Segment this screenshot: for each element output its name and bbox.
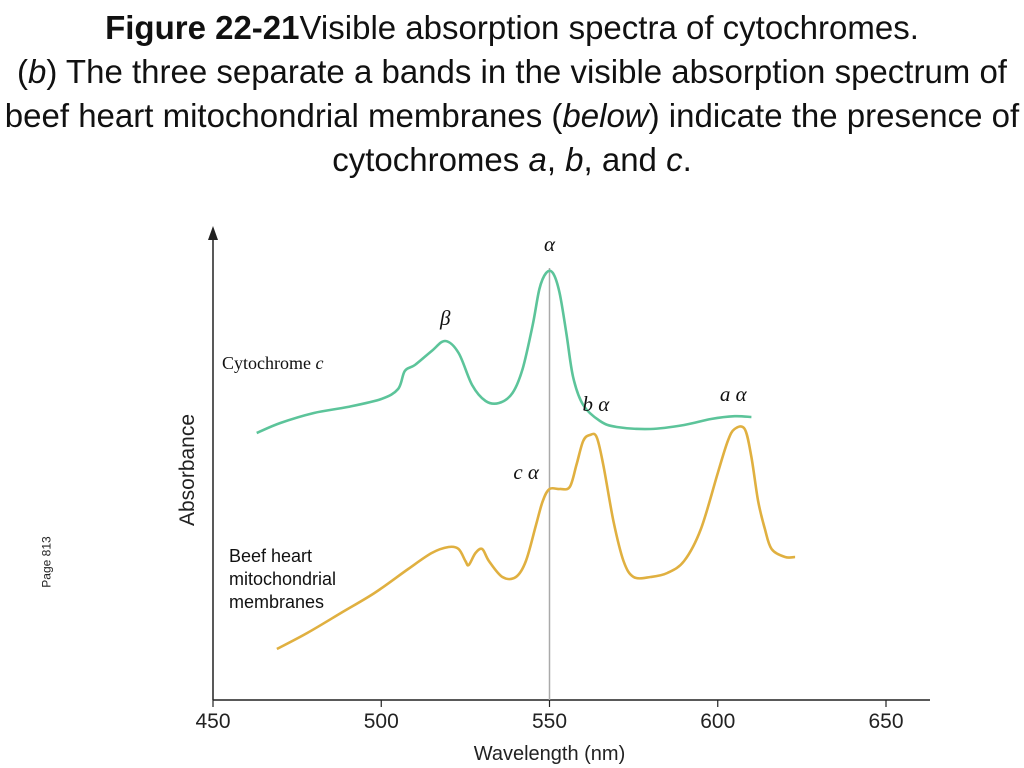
- peak-label-1-0: a α: [720, 382, 748, 406]
- caption-text-3: , and: [583, 141, 667, 178]
- x-tick-label-650: 650: [868, 710, 903, 733]
- x-axis-title: Wavelength (nm): [474, 743, 626, 765]
- peak-label-1-1: b α: [582, 392, 610, 416]
- series-label-membranes-2: membranes: [229, 592, 324, 612]
- figure-title: Visible absorption spectra of cytochrome…: [299, 9, 919, 46]
- caption-sep-1: ,: [546, 141, 566, 178]
- peak-label-1-2: c α: [513, 460, 540, 484]
- x-tick-label-500: 500: [364, 710, 399, 733]
- cyt-a: a: [528, 141, 547, 178]
- figure-caption: Figure 22-21Visible absorption spectra o…: [0, 6, 1024, 218]
- cyt-b: b: [565, 141, 584, 178]
- series-label-membranes-0: Beef heart: [229, 546, 312, 566]
- paren-close: ): [46, 53, 58, 90]
- peak-label-0-0: α: [544, 232, 556, 256]
- caption-text-1: The three separate a bands in the visibl…: [4, 53, 1007, 134]
- caption-text-4: .: [682, 141, 692, 178]
- x-tick-label-450: 450: [195, 710, 230, 733]
- x-tick-label-600: 600: [700, 710, 735, 733]
- series-label-membranes-1: mitochondrial: [229, 569, 336, 589]
- cyt-c: c: [666, 141, 683, 178]
- series-line-0: [256, 269, 752, 435]
- part-letter: b: [28, 53, 47, 90]
- y-axis-title: Absorbance: [176, 414, 199, 526]
- peak-label-0-1: β: [439, 306, 451, 330]
- caption-text-2: ) indicate the presence of cytochromes: [332, 97, 1020, 178]
- y-axis-arrow-icon: [208, 226, 218, 240]
- figure-label: Figure 22-21: [105, 9, 300, 46]
- paren-open: (: [17, 53, 28, 90]
- caption-below: below: [562, 97, 649, 134]
- series-line-1: [276, 425, 796, 651]
- series-label-cytochrome-c: Cytochrome c: [222, 353, 323, 373]
- x-tick-label-550: 550: [532, 710, 567, 733]
